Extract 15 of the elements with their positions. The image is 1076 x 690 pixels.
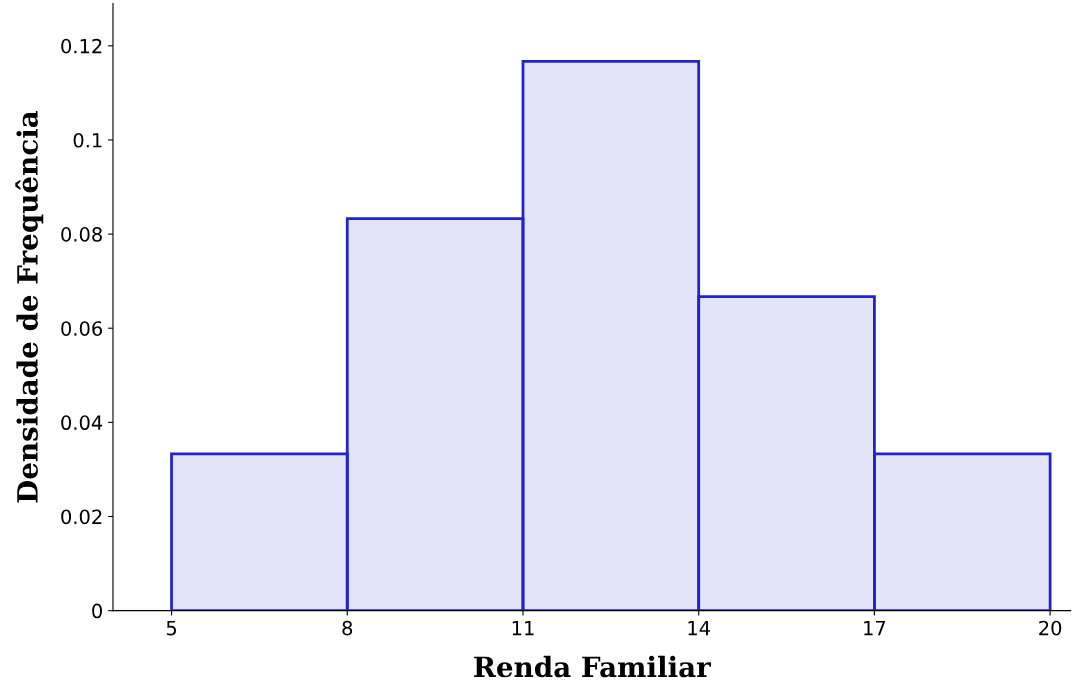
y-tick-label: 0.08	[61, 227, 102, 242]
y-tick-label: 0.1	[73, 132, 102, 148]
y-axis-title: Densidade de Frequência	[15, 110, 44, 503]
y-tick-label: 0.12	[61, 38, 102, 54]
x-tick-label: 20	[1039, 620, 1062, 636]
y-tick-label: 0.02	[61, 509, 102, 525]
x-tick-label: 17	[864, 620, 886, 636]
x-axis-title: Renda Familiar	[474, 655, 712, 678]
x-tick-label: 5	[166, 620, 177, 636]
y-tick-label: 0	[92, 603, 102, 619]
x-tick-label: 8	[342, 620, 353, 636]
x-tick-label: 11	[512, 620, 534, 636]
x-tick-label: 14	[688, 620, 710, 636]
y-tick-label: 0.06	[61, 321, 103, 336]
y-tick-label: 0.04	[61, 415, 103, 431]
